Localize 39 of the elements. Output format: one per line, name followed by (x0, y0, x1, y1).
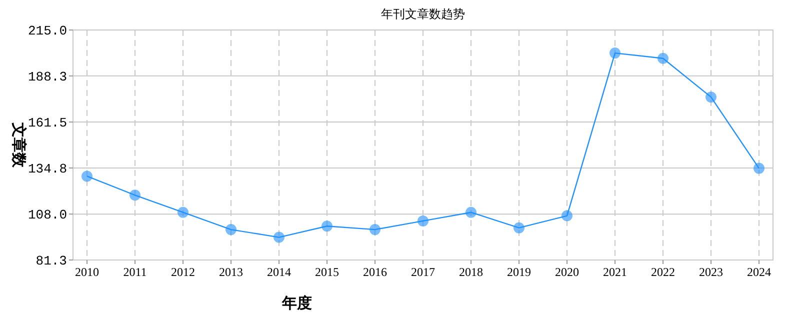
point (178, 206, 188, 218)
y-tick-label: 215.0 (28, 24, 67, 39)
point (610, 48, 620, 59)
y-tick-label: 134.8 (28, 162, 67, 177)
point (274, 232, 284, 243)
y-axis-title: 文章数 (10, 122, 28, 168)
x-tick-label: 2010 (75, 265, 99, 279)
point (754, 162, 764, 174)
point (562, 210, 572, 222)
x-tick-label: 2012 (171, 265, 195, 279)
x-tick-label: 2016 (363, 265, 387, 279)
x-tick-label: 2019 (507, 265, 531, 279)
y-tick-label: 81.3 (36, 254, 67, 269)
chart-title: 年刊文章数趋势 (381, 7, 465, 21)
x-tick-label: 2011 (123, 265, 147, 279)
x-tick-label: 2020 (555, 265, 579, 279)
x-tick-label: 2018 (459, 265, 483, 279)
point (658, 52, 668, 64)
point (322, 220, 332, 232)
point (130, 190, 140, 201)
y-tick-label: 108.0 (28, 208, 67, 223)
point (706, 92, 716, 103)
x-tick-label: 2024 (747, 265, 771, 279)
point (370, 224, 380, 236)
point (82, 170, 92, 182)
point (466, 206, 476, 218)
point (226, 224, 236, 236)
y-tick-label: 161.5 (28, 116, 67, 131)
x-tick-label: 2022 (651, 265, 675, 279)
x-tick-label: 2017 (411, 265, 435, 279)
x-axis-title: 年度 (281, 294, 312, 312)
point (418, 215, 428, 226)
x-tick-label: 2015 (315, 265, 339, 279)
y-tick-label: 188.3 (28, 69, 67, 84)
x-tick-label: 2021 (603, 265, 627, 279)
x-tick-label: 2013 (219, 265, 243, 279)
x-tick-label: 2014 (267, 265, 291, 279)
point (514, 222, 524, 234)
x-tick-label: 2023 (699, 265, 723, 279)
